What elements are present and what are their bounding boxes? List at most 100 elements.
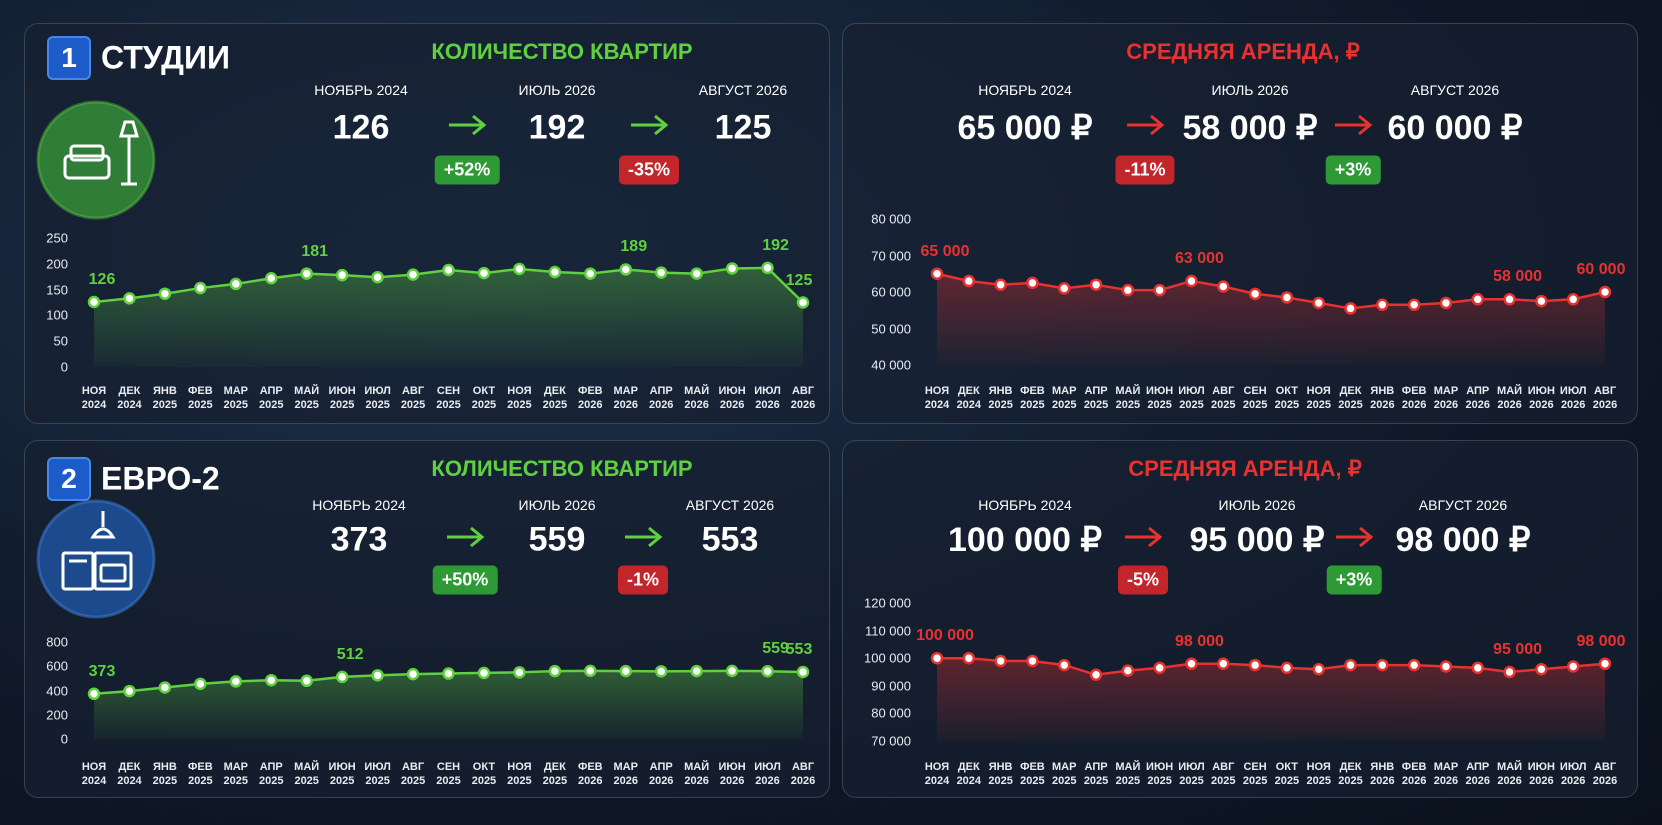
- x-tick-label: ДЕК 2024: [956, 385, 982, 412]
- summary-value: 559: [528, 520, 586, 559]
- x-tick-label: АВГ 2025: [1211, 761, 1236, 788]
- arrow: [1335, 114, 1373, 136]
- point: [1121, 664, 1135, 677]
- x-tick-label: СЕН 2025: [1242, 761, 1268, 788]
- summary-value: 126: [332, 108, 390, 147]
- value-label: 189: [620, 238, 648, 256]
- arrow: [447, 526, 485, 548]
- icon-shape: [63, 154, 111, 180]
- chart-canvas: [36, 100, 810, 367]
- point: [1439, 660, 1453, 673]
- x-tick-label: МАР 2026: [613, 761, 638, 788]
- y-tick-label: 800: [46, 634, 68, 650]
- point: [1185, 274, 1198, 288]
- y-tick-label: 600: [46, 658, 68, 674]
- point: [1153, 283, 1166, 297]
- x-tick-label: ЯНВ 2026: [1370, 761, 1395, 788]
- point: [1248, 658, 1262, 672]
- summary-value: 60 000 ₽: [1387, 109, 1523, 147]
- change-badge: +3%: [1325, 155, 1381, 185]
- x-tick-label: ОКТ 2025: [1274, 761, 1300, 788]
- change-badge: -35%: [618, 155, 680, 185]
- x-tick-label: МАР 2025: [1051, 385, 1077, 412]
- x-tick-label: ИЮН 2026: [718, 761, 746, 788]
- x-tick-label: ФЕВ 2026: [577, 761, 603, 788]
- summary-label: ИЮЛЬ 2026: [1218, 497, 1296, 513]
- x-tick-label: ЯНВ 2025: [152, 385, 178, 412]
- chart-title: СРЕДНЯЯ АРЕНДА, ₽: [1128, 456, 1362, 481]
- x-tick-label: МАР 2026: [1433, 385, 1459, 412]
- point: [123, 684, 136, 698]
- area: [94, 670, 803, 739]
- x-tick-label: ДЕК 2025: [1338, 761, 1363, 788]
- point: [654, 665, 668, 678]
- point: [442, 667, 455, 680]
- point: [690, 267, 703, 280]
- y-tick-label: 80 000: [871, 705, 911, 721]
- x-tick-label: ИЮЛ 2026: [754, 385, 781, 412]
- panel-icon: [36, 100, 156, 220]
- arrow: [1125, 526, 1163, 548]
- x-tick-label: ИЮЛ 2025: [1178, 761, 1205, 788]
- point: [371, 669, 384, 682]
- x-tick-label: СЕН 2025: [436, 761, 461, 788]
- point: [1057, 282, 1071, 295]
- area: [94, 267, 803, 367]
- point: [265, 673, 278, 687]
- x-tick-label: НОЯ 2025: [507, 385, 532, 412]
- point: [477, 666, 491, 680]
- summary-value: 192: [528, 108, 586, 147]
- point: [962, 651, 976, 665]
- y-tick-label: 200: [46, 707, 68, 723]
- chart-canvas: [930, 114, 1612, 365]
- y-tick-label: 400: [46, 683, 68, 698]
- y-tick-label: 50 000: [871, 321, 911, 336]
- summary-value: 65 000 ₽: [957, 109, 1093, 147]
- arrow: [1336, 526, 1374, 548]
- x-tick-label: МАР 2026: [1433, 761, 1459, 788]
- x-tick-label: АПР 2025: [1083, 385, 1109, 412]
- summary-value: 125: [714, 108, 772, 147]
- x-tick-label: ФЕВ 2026: [1401, 385, 1427, 412]
- y-tick-label: 70 000: [871, 248, 911, 263]
- point: [1503, 293, 1516, 306]
- x-tick-label: АВГ 2026: [1592, 761, 1618, 788]
- line: [937, 656, 1606, 677]
- summary-label: ИЮЛЬ 2026: [518, 82, 596, 98]
- value-label: 95 000: [1493, 641, 1543, 658]
- y-tick-label: 50: [53, 333, 68, 349]
- y-tick-label: 200: [46, 256, 68, 272]
- point: [1057, 658, 1071, 672]
- point: [1566, 660, 1580, 673]
- y-tick-label: 250: [46, 230, 68, 246]
- point: [994, 278, 1007, 291]
- point: [930, 267, 944, 280]
- panel-title: СТУДИИ: [101, 39, 230, 76]
- point: [1471, 293, 1485, 306]
- chart-canvas: [36, 499, 810, 739]
- x-tick-label: ИЮН 2026: [718, 385, 746, 412]
- y-tick-label: 150: [46, 282, 68, 298]
- y-tick-label: 90 000: [871, 678, 911, 694]
- point: [123, 292, 136, 305]
- summary-label: АВГУСТ 2026: [698, 82, 788, 98]
- point: [1598, 285, 1612, 299]
- point: [725, 664, 739, 678]
- x-tick-label: НОЯ 2024: [924, 385, 950, 412]
- point: [87, 295, 101, 309]
- x-tick-label: ОКТ 2025: [471, 385, 497, 412]
- x-tick-label: МАЙ 2025: [294, 761, 320, 788]
- x-tick-label: АВГ 2026: [1592, 385, 1618, 412]
- x-tick-label: АПР 2026: [648, 761, 674, 788]
- point: [1089, 278, 1103, 291]
- panel: 1 СТУДИИ КОЛИЧЕСТВО КВАРТИР НОЯБРЬ 2024 126 И…: [24, 23, 830, 424]
- summary-label: АВГУСТ 2026: [685, 497, 775, 513]
- point: [1153, 661, 1166, 675]
- line: [936, 272, 1606, 310]
- point: [584, 664, 597, 678]
- y-tick-label: 100 000: [864, 650, 911, 666]
- x-tick-label: ИЮЛ 2026: [754, 761, 781, 788]
- point: [796, 296, 810, 309]
- point: [1026, 654, 1039, 668]
- x-tick-label: АПР 2025: [259, 385, 284, 412]
